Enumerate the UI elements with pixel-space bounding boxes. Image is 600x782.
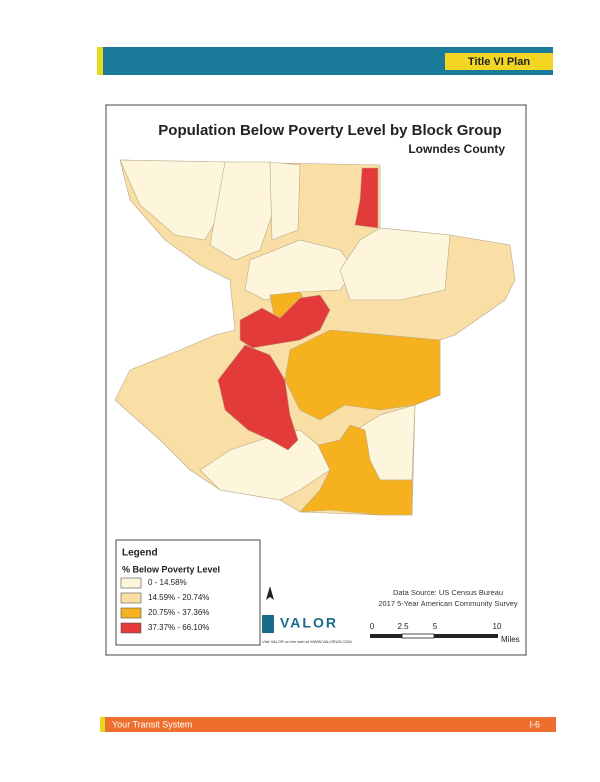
legend-swatch xyxy=(120,622,142,634)
legend-title: Legend xyxy=(122,548,158,559)
region xyxy=(244,239,356,301)
legend-label: 0 - 14.58% xyxy=(148,578,187,587)
header-tag xyxy=(445,53,553,70)
legend-subtitle: % Below Poverty Level xyxy=(122,564,220,574)
legend-items: 0 - 14.58% 14.59% - 20.74% 20.75% - 37.36%… xyxy=(120,577,209,634)
scale-segment xyxy=(370,634,402,638)
map-title: Population Below Poverty Level by Block … xyxy=(158,122,501,139)
source-line: Data Source: US Census Bureau xyxy=(393,588,503,597)
scale-segment xyxy=(401,633,435,639)
map-subtitle: Lowndes County xyxy=(408,142,505,156)
logo-mark xyxy=(262,615,274,633)
logo-text: VALOR xyxy=(280,615,338,631)
north-arrow xyxy=(266,586,274,600)
scale-label: 2.5 xyxy=(397,622,409,631)
region xyxy=(339,227,451,301)
region xyxy=(269,161,301,241)
footer-accent xyxy=(100,717,105,732)
legend-swatch xyxy=(120,577,142,589)
region xyxy=(239,294,331,349)
logo-tagline: Visit VALOR on the web at WWW.VALORUS.CO… xyxy=(262,639,352,644)
scale-label: 0 xyxy=(370,622,375,631)
map-regions xyxy=(114,159,516,516)
region xyxy=(284,329,441,421)
scale-label: 5 xyxy=(433,622,438,631)
legend-label: 14.59% - 20.74% xyxy=(148,593,209,602)
footer-bar xyxy=(100,717,556,732)
scale-label: 10 xyxy=(493,622,502,631)
region xyxy=(354,167,379,229)
region xyxy=(199,429,331,501)
region xyxy=(299,424,413,516)
scale-segment xyxy=(434,634,498,638)
legend-label: 37.37% - 66.10% xyxy=(148,623,209,632)
legend-swatch xyxy=(120,607,142,619)
legend-swatch xyxy=(120,592,142,604)
footer-left: Your Transit System xyxy=(112,719,192,729)
scale-unit: Miles xyxy=(501,635,520,644)
legend-label: 20.75% - 37.36% xyxy=(148,608,209,617)
header-accent xyxy=(97,47,103,75)
header-title: Title VI Plan xyxy=(468,56,530,68)
region xyxy=(217,344,299,451)
source-line: 2017 5-Year American Community Survey xyxy=(378,599,518,608)
footer-right: I-6 xyxy=(529,719,540,729)
